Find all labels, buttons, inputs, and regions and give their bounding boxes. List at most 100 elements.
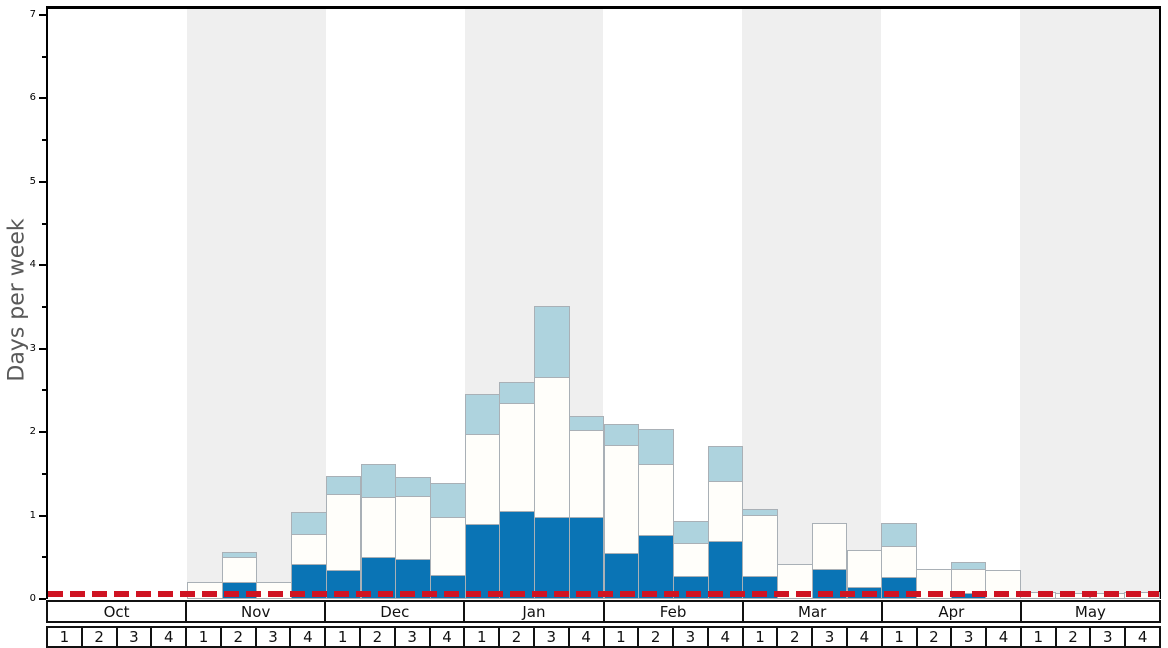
light-blue-segment [360, 463, 397, 499]
week-cell: 4 [289, 628, 324, 646]
dark-blue-segment [568, 517, 605, 599]
bar-stack [325, 474, 362, 599]
white-segment [325, 493, 362, 571]
y-tick-minor [42, 472, 46, 475]
y-tick-minor [42, 55, 46, 58]
white-segment [568, 429, 605, 519]
bar-stack [707, 445, 744, 599]
week-cell: 4 [150, 628, 185, 646]
dark-blue-segment [707, 541, 744, 599]
month-shading-band [186, 9, 326, 599]
week-cell: 3 [672, 628, 707, 646]
week-cell: 1 [880, 628, 916, 646]
week-cell: 1 [324, 628, 359, 646]
y-tick-label: 4 [29, 259, 36, 271]
y-tick-minor [42, 389, 46, 392]
white-segment [534, 377, 570, 519]
bar-stack [811, 522, 848, 599]
light-blue-segment [950, 562, 987, 570]
white-segment [846, 549, 883, 589]
week-cell: 2 [498, 628, 533, 646]
month-cell: Apr [880, 602, 1020, 621]
reference-line [48, 591, 1159, 597]
light-blue-segment [707, 446, 744, 483]
light-blue-segment [464, 393, 501, 435]
week-cell: 4 [845, 628, 881, 646]
week-cell: 1 [185, 628, 220, 646]
y-tick-label: 7 [29, 8, 36, 20]
white-segment [603, 445, 640, 555]
dark-blue-segment [499, 511, 535, 599]
month-cell: Feb [602, 602, 742, 621]
y-axis: 0 1 2 3 4 5 6 7 [0, 6, 46, 604]
white-segment [638, 463, 674, 536]
week-cell: 4 [706, 628, 742, 646]
y-tick-major [39, 598, 46, 600]
light-blue-segment [534, 306, 570, 378]
bar-stack [48, 598, 84, 599]
light-blue-segment [672, 521, 709, 545]
y-tick-major [39, 431, 46, 434]
y-tick-label: 3 [29, 342, 36, 354]
bar-stack [395, 476, 431, 599]
light-blue-segment [881, 523, 917, 547]
y-tick-label: 0 [29, 593, 36, 604]
light-blue-segment [221, 551, 258, 559]
bar-stack [291, 511, 327, 599]
white-segment [395, 496, 431, 560]
week-cell: 2 [1054, 628, 1090, 646]
bar-stack [672, 520, 709, 599]
bar-stack [360, 462, 397, 599]
light-blue-segment [568, 416, 605, 431]
month-cell: May [1019, 602, 1159, 621]
week-cell: 2 [80, 628, 116, 646]
y-tick-minor [42, 222, 46, 225]
week-cell: 1 [1019, 628, 1055, 646]
bar-stack [742, 507, 779, 599]
y-tick-minor [42, 305, 46, 308]
light-blue-segment [499, 382, 535, 404]
light-blue-segment [395, 477, 431, 498]
plot-area [46, 6, 1161, 599]
month-cell: Mar [741, 602, 881, 621]
month-cell: Dec [324, 602, 463, 621]
week-cell: 2 [219, 628, 255, 646]
light-blue-segment [429, 483, 466, 519]
bar-stack [534, 305, 570, 599]
white-segment [360, 497, 397, 559]
bar-stack [568, 415, 605, 599]
month-cell: Oct [103, 602, 130, 621]
month-shading-band [742, 9, 882, 599]
white-segment [707, 481, 744, 543]
y-tick-major [39, 514, 46, 517]
week-cell: 2 [359, 628, 394, 646]
bar-stack [117, 598, 153, 599]
light-blue-segment [638, 428, 674, 465]
y-tick-major [39, 264, 46, 267]
week-cell: 3 [1089, 628, 1124, 646]
week-cell: 4 [985, 628, 1020, 646]
y-tick-major [39, 13, 46, 16]
week-cell: 3 [532, 628, 568, 646]
y-tick-minor [42, 139, 46, 141]
bar-stack [464, 392, 501, 599]
month-axis-row: Oct Nov Dec Jan Feb Mar Apr May [46, 600, 1161, 623]
week-cell: 3 [115, 628, 151, 646]
week-cell: 4 [428, 628, 464, 646]
week-cell: 2 [915, 628, 951, 646]
bar-stack [429, 482, 466, 599]
y-tick-label: 6 [29, 92, 36, 104]
white-segment [499, 402, 535, 513]
y-tick-major [39, 180, 46, 183]
y-tick-label: 1 [29, 509, 36, 521]
month-shading-band [1020, 9, 1159, 599]
week-cell: 1 [741, 628, 777, 646]
dark-blue-segment [464, 523, 501, 599]
week-cell: 3 [950, 628, 985, 646]
week-cell: 3 [811, 628, 846, 646]
week-cell: 3 [393, 628, 429, 646]
y-tick-minor [42, 556, 46, 559]
y-tick-major [39, 347, 46, 350]
